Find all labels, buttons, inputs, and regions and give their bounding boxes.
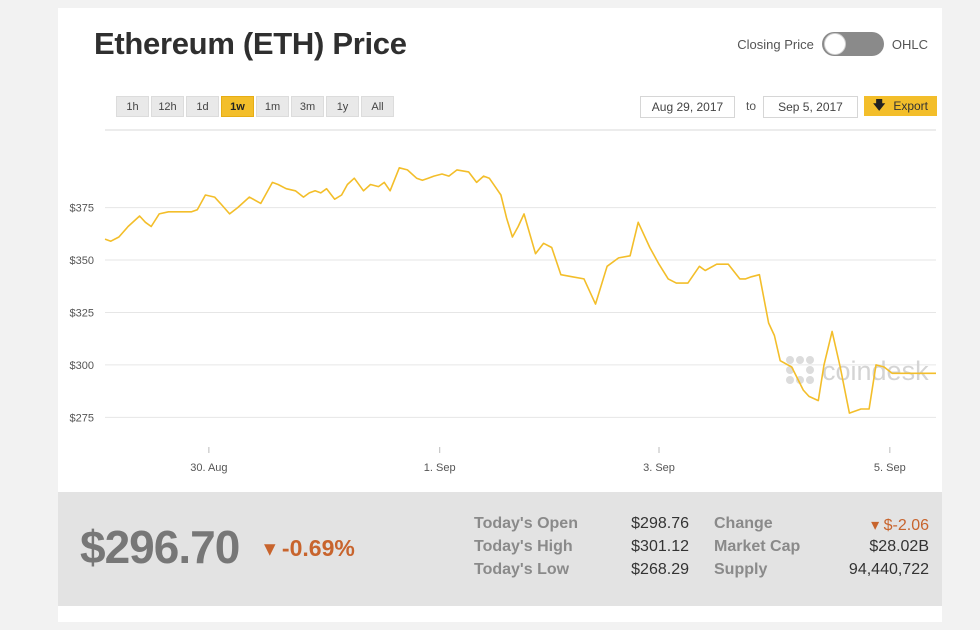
stat-low-value: $268.29 bbox=[631, 561, 689, 578]
price-summary: $296.70 ▾ -0.69% Today's Open Today's Hi… bbox=[58, 492, 942, 606]
grid-lines bbox=[105, 207, 936, 418]
coindesk-watermark: coindesk bbox=[786, 356, 929, 386]
time-range-selector: 1h 12h 1d 1w 1m 3m 1y All bbox=[116, 96, 394, 117]
closing-price-label: Closing Price bbox=[737, 36, 814, 52]
page-title: Ethereum (ETH) Price bbox=[94, 26, 407, 61]
x-axis: 30. Aug 1. Sep 3. Sep 5. Sep bbox=[190, 447, 906, 474]
range-button-1d[interactable]: 1d bbox=[186, 96, 219, 117]
stat-change-value: ▾ $-2.06 bbox=[871, 517, 929, 534]
range-button-1y[interactable]: 1y bbox=[326, 96, 359, 117]
stat-open-value: $298.76 bbox=[631, 515, 689, 532]
stat-supply-label: Supply bbox=[714, 561, 768, 578]
chart-plot-area: $275 $300 $325 $350 $375 30. Aug 1. Sep 3. Sep… bbox=[70, 129, 936, 474]
x-tick-label: 1. Sep bbox=[424, 462, 456, 474]
y-tick-label: $325 bbox=[70, 307, 94, 319]
y-axis: $275 $300 $325 $350 $375 bbox=[70, 203, 94, 425]
y-tick-label: $375 bbox=[70, 203, 94, 215]
stat-marketcap-value: $28.02B bbox=[869, 538, 929, 555]
range-button-12h[interactable]: 12h bbox=[151, 96, 184, 117]
y-tick-label: $300 bbox=[70, 360, 94, 372]
range-button-1w[interactable]: 1w bbox=[221, 96, 254, 117]
date-from-field[interactable]: Aug 29, 2017 bbox=[640, 96, 735, 118]
price-chart[interactable]: $275 $300 $325 $350 $375 30. Aug 1. Sep 3. Sep… bbox=[58, 8, 942, 492]
range-button-all[interactable]: All bbox=[361, 96, 394, 117]
coindesk-logo-icon bbox=[786, 356, 814, 384]
stat-marketcap-label: Market Cap bbox=[714, 538, 801, 555]
x-tick-label: 5. Sep bbox=[874, 462, 906, 474]
export-label: Export bbox=[893, 99, 929, 113]
range-button-3m[interactable]: 3m bbox=[291, 96, 324, 117]
export-button[interactable]: 🡇 Export bbox=[864, 96, 937, 116]
stat-open-label: Today's Open bbox=[474, 515, 578, 532]
stat-supply-value: 94,440,722 bbox=[848, 561, 929, 578]
range-button-1h[interactable]: 1h bbox=[116, 96, 149, 117]
stat-change-label: Change bbox=[714, 515, 773, 532]
stat-high-label: Today's High bbox=[474, 538, 573, 555]
y-tick-label: $275 bbox=[70, 412, 94, 424]
range-button-1m[interactable]: 1m bbox=[256, 96, 289, 117]
current-price: $296.70 bbox=[80, 521, 240, 573]
toggle-knob bbox=[823, 33, 846, 55]
stat-high-value: $301.12 bbox=[631, 538, 689, 555]
ohlc-label: OHLC bbox=[891, 36, 928, 52]
date-to-label: to bbox=[746, 99, 757, 113]
chart-mode-toggle-group: Closing Price OHLC bbox=[737, 32, 928, 56]
price-card: Ethereum (ETH) Price Closing Price OHLC … bbox=[58, 8, 942, 622]
x-tick-label: 3. Sep bbox=[643, 462, 675, 474]
chart-mode-toggle[interactable] bbox=[821, 32, 884, 56]
download-icon: 🡇 bbox=[872, 97, 886, 112]
date-to-field[interactable]: Sep 5, 2017 bbox=[763, 96, 858, 118]
series-line bbox=[104, 167, 936, 414]
y-tick-label: $350 bbox=[70, 255, 94, 267]
stat-low-label: Today's Low bbox=[474, 561, 570, 578]
x-tick-label: 30. Aug bbox=[190, 462, 227, 474]
change-percent: ▾ -0.69% bbox=[264, 535, 355, 561]
